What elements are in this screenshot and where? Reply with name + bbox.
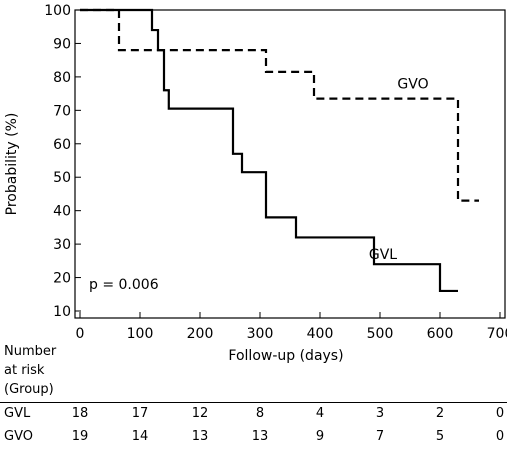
- x-tick-label: 700: [487, 326, 507, 342]
- x-tick-label: 200: [187, 326, 214, 342]
- x-tick-label: 300: [247, 326, 274, 342]
- y-tick-label: 50: [53, 170, 71, 186]
- y-tick-label: 80: [53, 70, 71, 86]
- y-tick-label: 90: [53, 36, 71, 52]
- risk-cell-gvl: 18: [71, 406, 89, 421]
- y-tick-label: 100: [44, 3, 71, 19]
- risk-cell-gvo: 19: [71, 429, 89, 444]
- risk-cell-gvo: 13: [251, 429, 269, 444]
- x-tick-label: 0: [76, 326, 85, 342]
- risk-cell-gvo: 5: [435, 429, 445, 444]
- series-label-gvo: GVO: [397, 77, 428, 93]
- plot-frame: [74, 9, 506, 319]
- risk-cell-gvl: 8: [255, 406, 265, 421]
- series-gvl-line: [80, 8, 458, 293]
- risk-cell-gvl: 3: [375, 406, 385, 421]
- y-tick-label: 20: [53, 271, 71, 287]
- risk-cell-gvl: 12: [191, 406, 209, 421]
- y-tick-label: 30: [53, 237, 71, 253]
- risk-cell-gvo: 0: [495, 429, 505, 444]
- risk-row-label-gvo: GVO: [4, 429, 33, 444]
- x-tick-label: 500: [367, 326, 394, 342]
- y-tick-label: 40: [53, 204, 71, 220]
- risk-table-header: Number at risk (Group): [4, 344, 57, 397]
- risk-table-top-rule: [0, 402, 507, 403]
- x-tick-label: 600: [427, 326, 454, 342]
- risk-cell-gvl: 0: [495, 406, 505, 421]
- x-tick-label: 400: [307, 326, 334, 342]
- p-value-annotation: p = 0.006: [89, 277, 159, 293]
- risk-cell-gvo: 9: [315, 429, 325, 444]
- series-label-gvl: GVL: [369, 247, 397, 263]
- y-axis-label: Probability (%): [4, 113, 20, 216]
- risk-cell-gvo: 14: [131, 429, 149, 444]
- risk-cell-gvo: 13: [191, 429, 209, 444]
- risk-cell-gvl: 2: [435, 406, 445, 421]
- y-tick-label: 10: [53, 304, 71, 320]
- x-axis-label: Follow-up (days): [228, 348, 343, 364]
- x-tick-label: 100: [127, 326, 154, 342]
- risk-row-label-gvl: GVL: [4, 406, 31, 421]
- risk-cell-gvl: 4: [315, 406, 325, 421]
- risk-cell-gvo: 7: [375, 429, 385, 444]
- y-tick-label: 60: [53, 137, 71, 153]
- risk-cell-gvl: 17: [131, 406, 149, 421]
- y-tick-label: 70: [53, 103, 71, 119]
- series-gvo-line: [80, 8, 479, 202]
